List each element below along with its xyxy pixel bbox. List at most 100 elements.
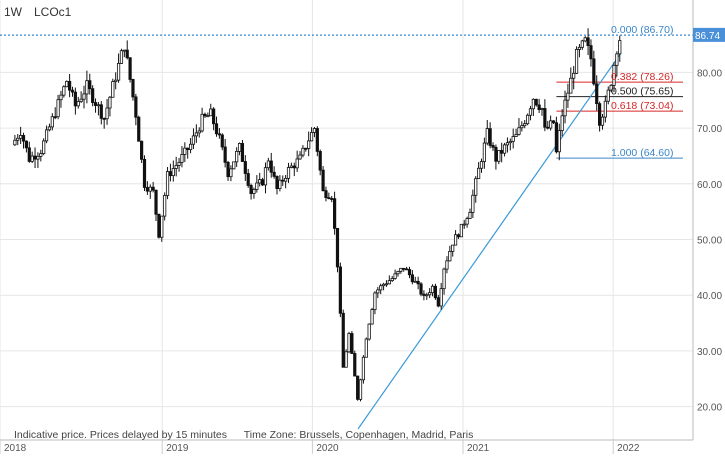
candle-body xyxy=(491,145,495,148)
candle-body xyxy=(76,101,80,107)
candle-body xyxy=(157,213,161,238)
candle-body xyxy=(459,223,463,238)
candle-body xyxy=(197,130,201,134)
candle-body xyxy=(93,102,98,106)
candle-body xyxy=(572,72,576,79)
candle-body xyxy=(82,93,86,100)
candle-body xyxy=(361,356,366,381)
candle-body xyxy=(140,140,144,160)
candle-body xyxy=(137,116,141,142)
candle-body xyxy=(598,103,602,126)
candle-body xyxy=(430,285,435,294)
candle-body xyxy=(191,135,196,145)
x-tick-label: 2021 xyxy=(467,443,490,454)
candle-body xyxy=(131,79,135,98)
candle-body xyxy=(393,273,397,279)
candle-body xyxy=(609,84,613,91)
trendline xyxy=(357,52,622,430)
candle-body xyxy=(350,333,354,354)
candle-body xyxy=(79,98,83,102)
candle-body xyxy=(497,150,501,162)
candle-body xyxy=(413,280,417,283)
candle-body xyxy=(194,132,198,137)
candle-body xyxy=(364,338,368,358)
candle-body xyxy=(122,49,126,52)
candle-body xyxy=(589,45,593,60)
candle-body xyxy=(174,165,178,169)
candle-body xyxy=(243,161,247,174)
delay-disclaimer: Indicative price. Prices delayed by 15 m… xyxy=(14,429,228,441)
candle-body xyxy=(85,80,89,95)
symbol-label[interactable]: LCOc1 xyxy=(34,5,72,19)
candle-body xyxy=(551,120,556,124)
candle-body xyxy=(53,116,57,119)
candle-body xyxy=(62,86,66,96)
candle-body xyxy=(171,168,175,177)
y-tick-label: 80.00 xyxy=(697,68,722,79)
candle-body xyxy=(566,92,570,101)
candle-body xyxy=(312,128,317,133)
candle-body xyxy=(500,150,504,154)
candle-body xyxy=(523,123,527,127)
candle-body xyxy=(36,155,40,160)
candle-body xyxy=(537,104,541,110)
candle-body xyxy=(517,127,521,135)
candle-body xyxy=(577,46,582,50)
candle-body xyxy=(59,94,63,101)
candle-body xyxy=(142,158,147,188)
candle-body xyxy=(246,173,250,186)
candle-body xyxy=(353,353,357,377)
candle-body xyxy=(284,177,288,182)
candle-body xyxy=(177,161,181,166)
candle-body xyxy=(511,136,515,142)
candle-body xyxy=(347,333,351,353)
candle-body xyxy=(272,171,276,177)
candle-body xyxy=(186,147,190,151)
candle-body xyxy=(134,96,138,118)
candle-body xyxy=(379,285,383,291)
interval-label[interactable]: 1W xyxy=(4,5,22,19)
fib-level-label: 0.000 (86.70) xyxy=(611,24,673,36)
candle-body xyxy=(281,179,285,182)
candle-body xyxy=(615,53,619,66)
candle-body xyxy=(168,171,173,177)
candle-body xyxy=(209,108,213,117)
footer-note: Indicative price. Prices delayed by 15 m… xyxy=(14,429,487,441)
candle-body xyxy=(505,142,510,146)
x-tick-label: 2022 xyxy=(617,443,640,454)
y-tick-label: 40.00 xyxy=(697,291,722,302)
candle-body xyxy=(220,134,224,148)
candle-body xyxy=(376,289,380,294)
candle-body xyxy=(330,198,334,200)
candle-body xyxy=(456,234,461,238)
candle-body xyxy=(586,37,590,47)
candle-body xyxy=(508,140,512,144)
candle-body xyxy=(396,270,400,275)
candle-body xyxy=(102,117,106,120)
candle-body xyxy=(488,128,492,146)
candle-body xyxy=(618,40,622,55)
candle-body xyxy=(255,182,259,190)
candle-body xyxy=(116,63,121,81)
candle-body xyxy=(468,211,472,219)
fib-level-label: 0.382 (78.26) xyxy=(611,71,673,83)
candle-body xyxy=(96,104,101,107)
candle-body xyxy=(410,274,414,283)
timezone-note: Time Zone: Brussels, Copenhagen, Madrid,… xyxy=(243,429,474,441)
candle-body xyxy=(433,285,438,299)
candle-body xyxy=(448,251,452,262)
fib-level-label: 0.500 (75.65) xyxy=(611,86,673,98)
candle-body xyxy=(99,104,103,119)
candle-body xyxy=(592,58,596,85)
candle-body xyxy=(324,190,328,199)
candle-body xyxy=(232,161,236,170)
candle-body xyxy=(125,49,129,59)
candle-body xyxy=(16,137,20,141)
candle-body xyxy=(258,179,262,184)
candle-body xyxy=(477,167,481,180)
candle-body xyxy=(358,379,363,400)
candle-body xyxy=(217,133,221,136)
candle-body xyxy=(30,155,34,162)
candle-body xyxy=(387,280,391,285)
